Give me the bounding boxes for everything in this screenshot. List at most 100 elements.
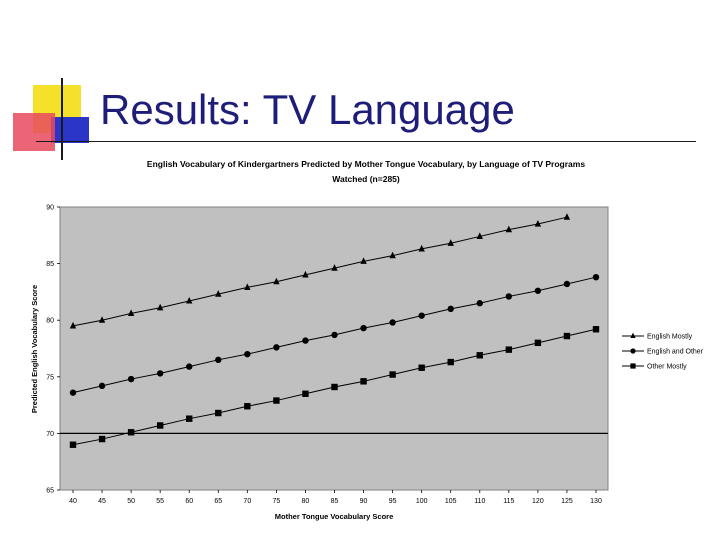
- chart-title-line1: English Vocabulary of Kindergartners Pre…: [147, 159, 585, 169]
- data-point: [186, 415, 193, 422]
- data-point: [630, 363, 636, 369]
- x-tick-label: 85: [331, 498, 339, 505]
- legend-label: Other Mostly: [647, 364, 687, 371]
- deco-vertical-rule: [61, 78, 63, 160]
- data-point: [360, 378, 367, 385]
- data-point: [331, 331, 338, 339]
- data-point: [69, 441, 77, 448]
- x-tick-label: 75: [272, 498, 280, 505]
- legend-entry: English and Other: [622, 348, 704, 356]
- data-point: [244, 283, 251, 290]
- data-point: [563, 213, 571, 220]
- x-tick-label: 80: [302, 498, 310, 505]
- y-tick-label: 90: [46, 205, 54, 212]
- data-point: [302, 270, 309, 278]
- y-axis-label: Predicted English Vocabulary Score: [30, 285, 39, 413]
- data-point: [302, 390, 309, 397]
- deco-horizontal-rule: [36, 141, 696, 142]
- data-point: [69, 321, 77, 329]
- chart-title-line2: Watched (n=285): [332, 174, 400, 184]
- data-point: [273, 277, 280, 285]
- data-point: [127, 429, 135, 436]
- x-tick-label: 115: [503, 498, 514, 505]
- data-point: [273, 397, 280, 404]
- x-tick-label: 110: [474, 498, 485, 505]
- data-point: [215, 356, 222, 364]
- series-line: [72, 216, 568, 327]
- data-point: [505, 225, 513, 233]
- deco-blue-square: [51, 117, 89, 143]
- data-point: [98, 435, 106, 443]
- data-point: [563, 332, 571, 340]
- x-tick-label: 120: [532, 498, 544, 505]
- data-point: [418, 364, 425, 371]
- x-tick-label: 125: [561, 498, 573, 505]
- data-point: [389, 319, 396, 326]
- data-point: [331, 383, 338, 391]
- series-triangle: [69, 213, 571, 329]
- data-point: [418, 244, 425, 252]
- series-circle: [69, 273, 600, 396]
- data-point: [389, 371, 396, 378]
- legend: English Mostly English and Other Other Mos…: [622, 332, 704, 371]
- data-point: [476, 300, 483, 307]
- legend-label: English and Other: [647, 349, 704, 356]
- data-point: [273, 344, 280, 351]
- data-point: [156, 422, 164, 429]
- data-point: [186, 363, 193, 370]
- data-point: [476, 352, 483, 359]
- x-tick-label: 105: [445, 498, 457, 505]
- plot-area: [59, 206, 609, 491]
- x-tick-label: 130: [590, 498, 602, 505]
- data-point: [476, 232, 483, 240]
- data-point: [156, 370, 164, 377]
- x-tick-label: 60: [185, 498, 193, 505]
- data-point: [389, 251, 396, 259]
- slide-title: Results: TV Language: [100, 86, 515, 133]
- data-point: [186, 296, 193, 304]
- data-point: [563, 280, 571, 288]
- data-point: [418, 312, 425, 319]
- data-point: [505, 346, 513, 353]
- data-point: [302, 337, 309, 344]
- data-point: [244, 350, 251, 358]
- data-point: [244, 403, 251, 410]
- data-point: [592, 273, 600, 281]
- data-point: [98, 316, 106, 323]
- data-point: [127, 309, 135, 317]
- data-point: [98, 382, 106, 390]
- data-point: [156, 303, 164, 311]
- series-square: [69, 326, 600, 448]
- x-tick-label: 70: [243, 498, 251, 505]
- legend-label: English Mostly: [647, 334, 693, 341]
- data-point: [215, 409, 222, 417]
- legend-entry: English Mostly: [622, 332, 693, 341]
- data-point: [630, 332, 636, 338]
- data-point: [534, 287, 542, 294]
- legend-entry: Other Mostly: [622, 363, 687, 371]
- x-tick-label: 50: [127, 498, 135, 505]
- data-point: [630, 348, 636, 354]
- y-tick-label: 80: [46, 318, 54, 325]
- data-point: [127, 375, 135, 383]
- x-tick-label: 40: [69, 498, 77, 505]
- x-axis-label: Mother Tongue Vocabulary Score: [275, 512, 394, 521]
- data-point: [447, 239, 454, 246]
- data-point: [447, 305, 454, 313]
- x-tick-label: 95: [389, 498, 397, 505]
- data-point: [534, 219, 542, 227]
- data-point: [360, 257, 367, 264]
- data-point: [360, 324, 367, 332]
- y-tick-label: 70: [46, 431, 54, 438]
- data-point: [534, 339, 542, 347]
- deco-red-square: [13, 113, 55, 151]
- data-point: [331, 264, 338, 271]
- data-point: [215, 290, 222, 297]
- x-tick-label: 65: [214, 498, 222, 505]
- x-tick-label: 100: [416, 498, 428, 505]
- data-point: [69, 389, 77, 396]
- y-tick-label: 85: [46, 261, 54, 268]
- data-point: [447, 358, 454, 366]
- data-point: [505, 293, 513, 300]
